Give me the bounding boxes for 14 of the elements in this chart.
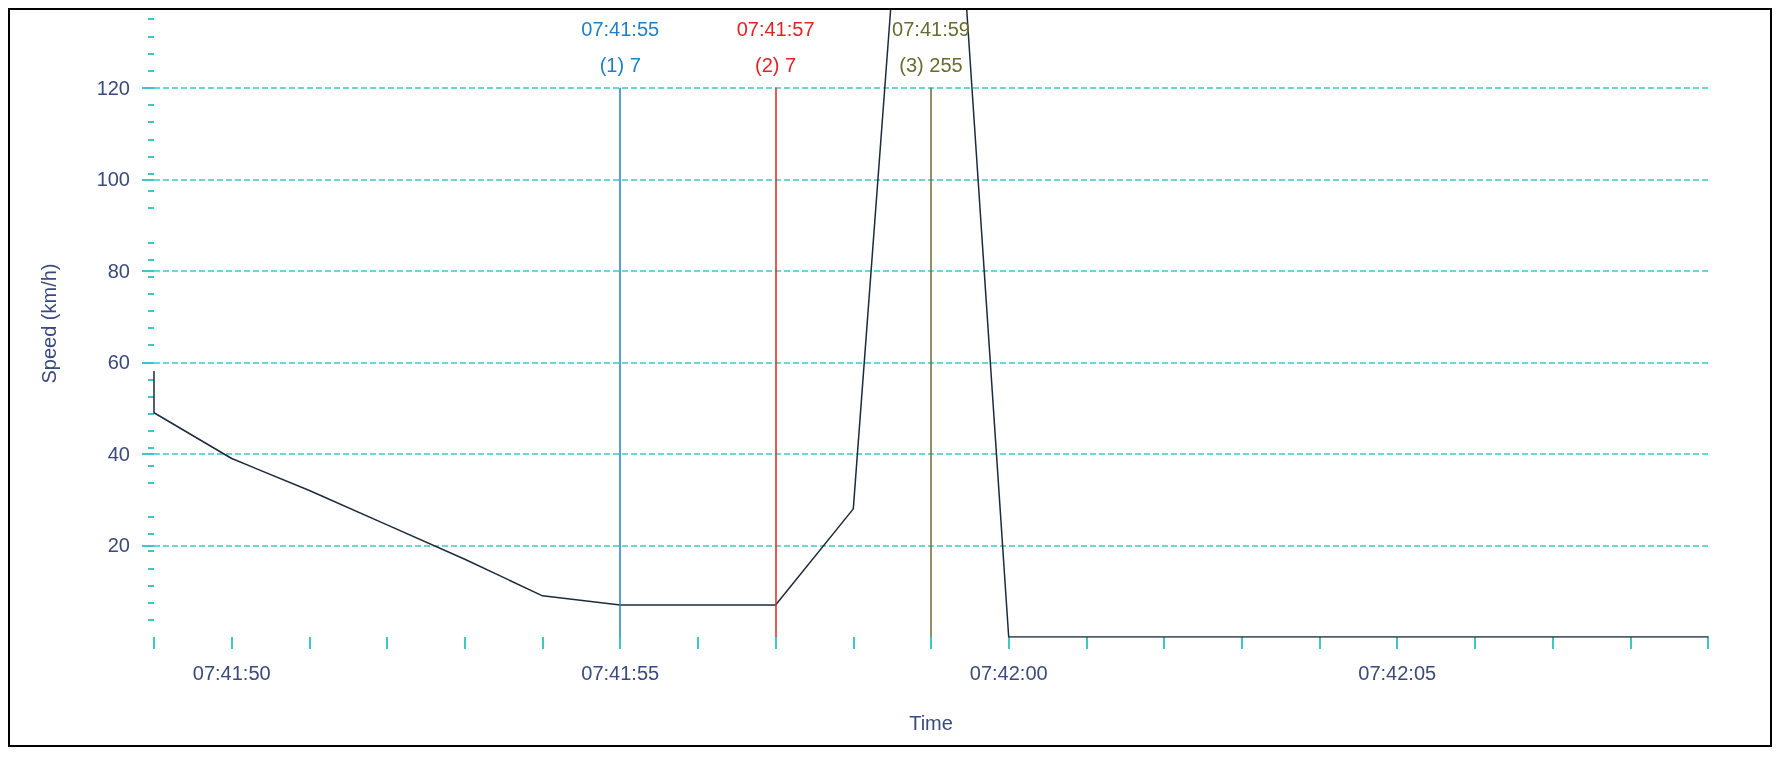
x-axis-title: Time <box>909 712 953 734</box>
x-tick-label: 07:41:55 <box>581 662 660 684</box>
y-tick-label: 100 <box>96 168 130 191</box>
y-tick-label: 120 <box>96 76 130 99</box>
y-axis-title: Speed (km/h) <box>38 263 60 384</box>
x-tick-label: 07:42:05 <box>1358 662 1437 684</box>
x-tick-label: 07:41:50 <box>192 662 271 684</box>
y-tick-label: 20 <box>107 534 130 557</box>
annotation: 07:41:57 (2) 7 <box>736 17 815 76</box>
y-tick-label: 60 <box>107 351 130 374</box>
annotation: 07:41:55 (1) 7 <box>581 17 660 76</box>
y-tick-label: 80 <box>107 259 130 282</box>
y-tick-label: 40 <box>107 442 130 465</box>
x-tick-label: 07:42:00 <box>969 662 1048 684</box>
